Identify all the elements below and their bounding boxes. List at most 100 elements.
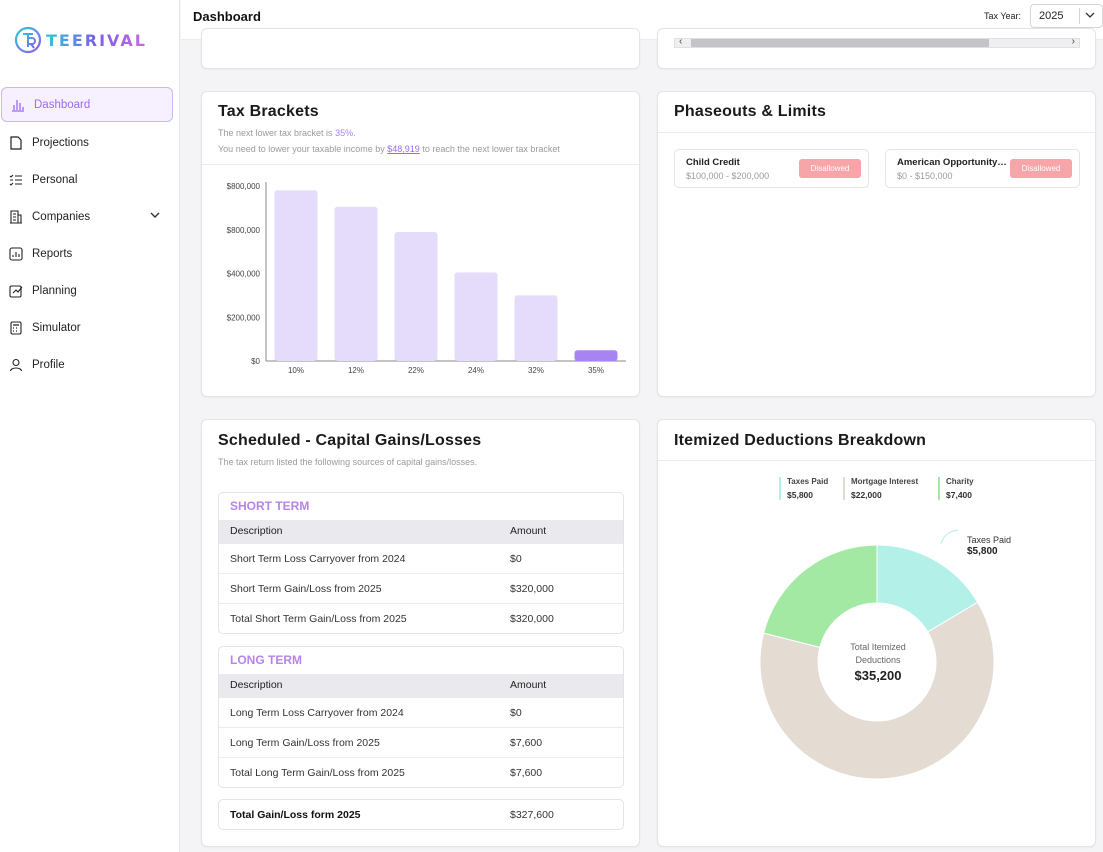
top-left-card [201,28,640,69]
scrollbar-thumb[interactable] [691,39,989,47]
horizontal-scrollbar[interactable]: ‹ › [674,36,1080,48]
capital-gains-subtitle: The tax return listed the following sour… [218,457,478,467]
sidebar-item-planning[interactable]: Planning [0,272,180,309]
phaseout-name: Child Credit [686,157,740,168]
sidebar-item-dashboard[interactable]: Dashboard [1,87,173,122]
bar-chart-icon [10,97,26,113]
donut-slice [759,601,995,780]
document-icon [8,135,24,151]
total-description: Total Gain/Loss form 2025 [230,809,361,821]
sidebar-nav: Dashboard Projections Personal Companies… [0,87,180,383]
status-badge: Disallowed [799,159,861,178]
center-line-1: Total Itemized [850,642,906,652]
reduce-income-text: You need to lower your taxable income by… [218,144,560,154]
table-row: Short Term Gain/Loss from 2025 $320,000 [219,573,623,603]
long-term-title: LONG TERM [230,653,302,667]
row-description: Total Long Term Gain/Loss from 2025 [230,767,405,779]
table-row: Total Short Term Gain/Loss from 2025 $32… [219,603,623,633]
legend-item-charity[interactable]: Charity $7,400 [938,477,974,500]
row-description: Long Term Loss Carryover from 2024 [230,707,404,719]
bar [334,206,378,361]
y-tick-label: $0 [251,357,260,366]
phaseout-item[interactable]: American Opportunity Tax Credit $0 - $15… [885,149,1080,188]
bar [274,190,318,361]
top-header: Dashboard Tax Year: 2025 [181,0,1103,40]
center-line-2: Deductions [855,655,901,665]
total-amount: $327,600 [510,809,554,821]
sidebar-item-reports[interactable]: Reports [0,235,180,272]
row-description: Short Term Gain/Loss from 2025 [230,583,382,595]
callout-label: Taxes Paid [967,535,1012,545]
column-header-description: Description [230,679,283,691]
table-header: Description Amount [219,674,623,697]
divider [202,164,641,165]
tax-brackets-title: Tax Brackets [218,103,319,120]
donut-slice [763,544,878,649]
calculator-icon [8,320,24,336]
row-description: Total Short Term Gain/Loss from 2025 [230,613,407,625]
scroll-left-icon[interactable]: ‹ [679,36,683,47]
total-gain-loss-row: Total Gain/Loss form 2025 $327,600 [218,799,624,830]
table-header: Description Amount [219,520,623,543]
sidebar-item-profile[interactable]: Profile [0,346,180,383]
donut-callout: Taxes Paid $5,800 [967,535,1011,557]
legend-value: $5,800 [787,490,813,500]
row-amount: $320,000 [510,613,554,625]
legend-label: Charity [946,477,974,486]
table-row: Total Long Term Gain/Loss from 2025 $7,6… [219,757,623,787]
tax-brackets-card: Tax Brackets The next lower tax bracket … [201,91,641,397]
page-title: Dashboard [193,9,261,24]
sidebar-item-companies[interactable]: Companies [0,198,180,235]
legend-item-taxes-paid[interactable]: Taxes Paid $5,800 [779,477,828,500]
legend-value: $7,400 [946,490,972,500]
sidebar-item-label: Companies [32,210,91,223]
legend-value: $22,000 [851,490,882,500]
tax-bracket-chart: $0 $200,000 $400,000 $800,000 $800,000 10% 12%… [227,182,626,375]
sidebar-item-label: Dashboard [34,98,91,111]
phaseout-item[interactable]: Child Credit $100,000 - $200,000 Disallo… [674,149,869,188]
chevron-down-icon [1085,10,1095,22]
scroll-right-icon[interactable]: › [1071,36,1075,47]
reduce-amount-link[interactable]: $48,919 [387,144,420,154]
user-icon [8,357,24,373]
column-header-description: Description [230,525,283,537]
sidebar-item-label: Personal [32,173,78,186]
column-header-amount: Amount [510,679,547,691]
sidebar-item-personal[interactable]: Personal [0,161,180,198]
sidebar-item-projections[interactable]: Projections [0,124,180,161]
phaseout-name: American Opportunity Tax Credit [897,157,1009,168]
building-icon [8,209,24,225]
x-tick-label: 32% [528,366,544,375]
phaseout-range: $0 - $150,000 [897,171,953,181]
tax-year-value: 2025 [1039,10,1064,22]
short-term-title: SHORT TERM [230,499,310,513]
bar [454,272,498,361]
x-tick-label: 35% [588,366,604,375]
capital-gains-title: Scheduled - Capital Gains/Losses [218,432,482,449]
planning-icon [8,283,24,299]
row-description: Long Term Gain/Loss from 2025 [230,737,380,749]
table-row: Long Term Gain/Loss from 2025 $7,600 [219,727,623,757]
callout-leader-line [940,529,959,545]
select-divider [1079,8,1080,24]
tax-year-select[interactable]: 2025 [1030,4,1103,28]
report-icon [8,246,24,262]
y-tick-label: $800,000 [227,226,261,235]
center-total-value: $35,200 [854,668,902,683]
sidebar-item-simulator[interactable]: Simulator [0,309,180,346]
phaseouts-title: Phaseouts & Limits [674,103,827,120]
sidebar-item-label: Profile [32,358,65,371]
chevron-down-icon[interactable] [150,210,160,222]
brand-logo[interactable]: TEERIVAL [14,26,147,54]
bar [514,295,558,361]
x-tick-label: 24% [468,366,484,375]
capital-gains-card: Scheduled - Capital Gains/Losses The tax… [201,419,640,847]
sidebar-item-label: Reports [32,247,73,260]
column-header-amount: Amount [510,525,547,537]
itemized-deductions-card: Itemized Deductions Breakdown Taxes Paid… [657,419,1097,847]
tax-year-label: Tax Year: [984,11,1022,21]
itemized-title: Itemized Deductions Breakdown [674,432,927,449]
legend-item-mortgage-interest[interactable]: Mortgage Interest $22,000 [843,477,918,500]
next-bracket-text: The next lower tax bracket is 35%. [218,128,356,138]
y-tick-label: $200,000 [227,313,261,322]
